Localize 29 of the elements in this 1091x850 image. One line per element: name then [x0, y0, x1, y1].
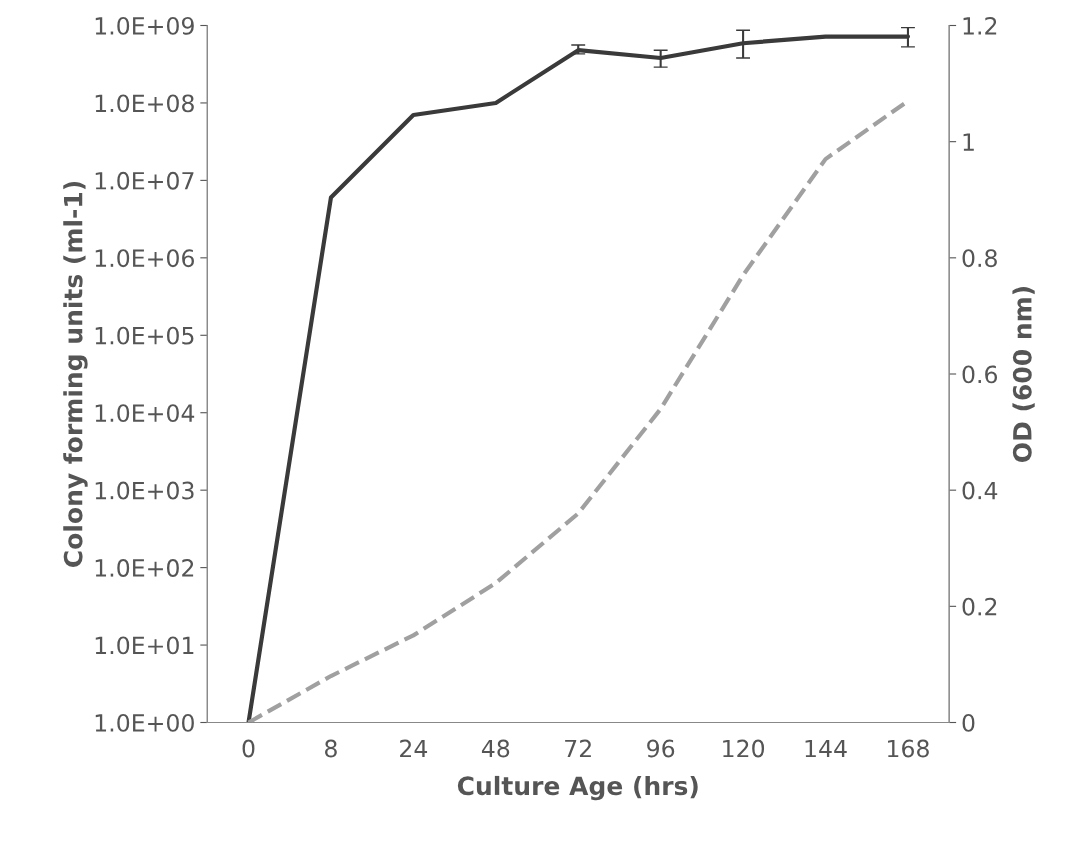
x-tick-label: 24	[400, 739, 428, 758]
y-tick-label: 1.0E+02	[95, 559, 194, 577]
x-tick-label: 120	[723, 739, 765, 758]
y2-tick-label: 0	[962, 713, 975, 732]
y2-tick-label: 0.4	[962, 481, 998, 500]
y-tick-label: 1.0E+06	[95, 249, 194, 268]
y-tick-label: 1.0E+08	[95, 94, 194, 113]
y-axis-title: Colony forming units (ml-1)	[63, 181, 88, 567]
y-tick-label: 1.0E+03	[95, 481, 194, 500]
y2-tick-label: 0.8	[962, 249, 997, 268]
y2-tick-label: 1.2	[963, 16, 997, 35]
y-tick-label: 1.0E+05	[95, 326, 194, 345]
y2-tick-label: 0.2	[962, 597, 997, 616]
x-tick-label: 144	[805, 739, 847, 758]
x-tick-label: 8	[325, 739, 337, 758]
x-tick-label: 72	[565, 739, 591, 758]
y-tick-label: 1.0E+04	[95, 404, 195, 423]
x-axis-title: Culture Age (hrs)	[457, 775, 698, 801]
y-tick-label: 1.0E+09	[95, 16, 194, 35]
y-tick-label: 1.0E+07	[95, 171, 194, 190]
x-tick-label: 48	[481, 739, 510, 758]
y2-axis-title: OD (600 nm)	[1012, 287, 1035, 462]
x-tick-label: 96	[647, 739, 675, 758]
x-tick-label: 0	[242, 739, 255, 758]
y2-tick-label: 1	[963, 133, 974, 151]
x-tick-label: 168	[888, 739, 929, 758]
y-tick-label: 1.0E+01	[95, 636, 194, 655]
y-tick-label: 1.0E+00	[95, 713, 194, 732]
y2-tick-label: 0.6	[962, 365, 998, 384]
